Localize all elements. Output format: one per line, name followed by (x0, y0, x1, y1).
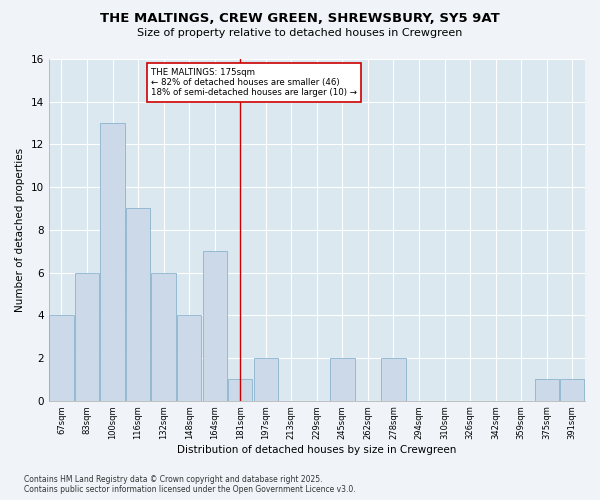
Bar (382, 358, 406, 401)
Bar (177, 316, 201, 400)
Bar (228, 380, 253, 400)
Bar (75, 272, 99, 400)
Bar (535, 380, 559, 400)
Bar (126, 208, 150, 400)
Text: THE MALTINGS: 175sqm
← 82% of detached houses are smaller (46)
18% of semi-detac: THE MALTINGS: 175sqm ← 82% of detached h… (151, 68, 357, 98)
Bar (203, 251, 227, 400)
Text: Size of property relative to detached houses in Crewgreen: Size of property relative to detached ho… (137, 28, 463, 38)
Bar (330, 358, 355, 401)
Bar (151, 272, 176, 400)
Bar (49, 316, 74, 400)
Bar (100, 123, 125, 400)
Text: Contains HM Land Registry data © Crown copyright and database right 2025.
Contai: Contains HM Land Registry data © Crown c… (24, 474, 356, 494)
X-axis label: Distribution of detached houses by size in Crewgreen: Distribution of detached houses by size … (177, 445, 457, 455)
Text: THE MALTINGS, CREW GREEN, SHREWSBURY, SY5 9AT: THE MALTINGS, CREW GREEN, SHREWSBURY, SY… (100, 12, 500, 26)
Y-axis label: Number of detached properties: Number of detached properties (15, 148, 25, 312)
Bar (254, 358, 278, 401)
Bar (560, 380, 584, 400)
